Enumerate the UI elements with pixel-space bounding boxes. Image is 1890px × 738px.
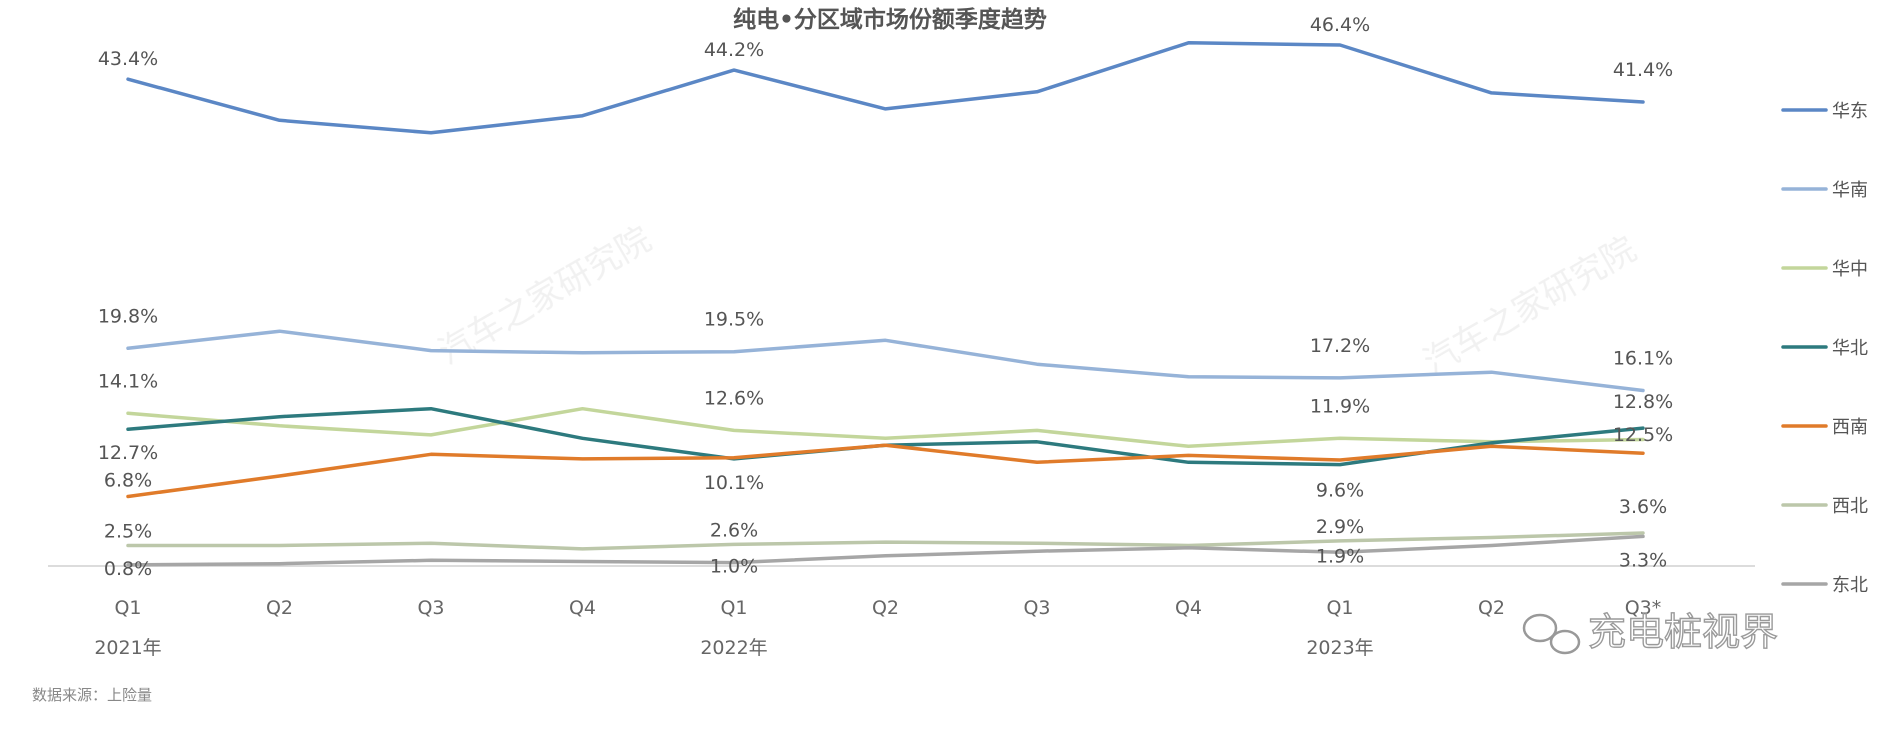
wechat-icon — [1522, 613, 1581, 655]
data-label: 2.6% — [710, 519, 758, 541]
legend-label: 华北 — [1832, 338, 1868, 359]
legend-label: 东北 — [1832, 575, 1868, 596]
x-axis-year-labels: 2021年 2022年 2023年 — [94, 637, 1373, 659]
data-label: 11.9% — [1310, 395, 1370, 417]
x-year-label: 2022年 — [700, 637, 767, 659]
data-label: 46.4% — [1310, 14, 1370, 36]
legend-label: 西北 — [1832, 496, 1868, 517]
source-note: 数据来源：上险量 — [32, 686, 152, 704]
series-line-华东 — [126, 41, 1645, 135]
data-label: 3.3% — [1619, 549, 1667, 571]
data-label: 0.8% — [104, 558, 152, 580]
x-tick-label: Q2 — [266, 597, 293, 619]
legend-label: 华南 — [1832, 180, 1868, 201]
x-tick-label: Q4 — [1175, 597, 1202, 619]
data-label: 41.4% — [1613, 59, 1673, 81]
legend-label: 华中 — [1832, 259, 1868, 280]
data-label: 3.6% — [1619, 496, 1667, 518]
data-label: 1.9% — [1316, 545, 1364, 567]
data-label: 12.6% — [704, 387, 764, 409]
x-year-label: 2021年 — [94, 637, 161, 659]
x-tick-label: Q3 — [1023, 597, 1050, 619]
data-label: 2.9% — [1316, 516, 1364, 538]
x-year-label: 2023年 — [1306, 637, 1373, 659]
data-label: 19.8% — [98, 305, 158, 327]
x-tick-label: Q3* — [1625, 597, 1662, 619]
x-tick-label: Q1 — [1326, 597, 1353, 619]
series-line-西南 — [126, 443, 1645, 499]
series-line-西北 — [126, 531, 1645, 551]
x-tick-label: Q1 — [720, 597, 747, 619]
data-label: 19.5% — [704, 309, 764, 331]
data-label: 12.7% — [98, 442, 158, 464]
x-tick-label: Q2 — [872, 597, 899, 619]
data-label: 12.8% — [1613, 391, 1673, 413]
x-tick-label: Q4 — [569, 597, 596, 619]
watermarks: 汽车之家研究院 汽车之家研究院 — [432, 219, 1643, 383]
data-label: 16.1% — [1613, 348, 1673, 370]
brand-watermark: 充电桩视界 — [1522, 609, 1779, 655]
x-axis-ticks: Q1 Q2 Q3 Q4 Q1 Q2 Q3 Q4 Q1 Q2 Q3* — [114, 597, 1661, 619]
x-tick-label: Q2 — [1478, 597, 1505, 619]
legend-label: 西南 — [1832, 417, 1868, 438]
watermark-text-2: 汽车之家研究院 — [1417, 229, 1643, 383]
data-label: 1.0% — [710, 556, 758, 578]
data-label: 44.2% — [704, 39, 764, 61]
data-label: 17.2% — [1310, 335, 1370, 357]
series-lines — [126, 41, 1645, 567]
x-tick-label: Q1 — [114, 597, 141, 619]
legend-label: 华东 — [1832, 101, 1868, 122]
series-line-东北 — [126, 534, 1645, 567]
series-line-华南 — [126, 329, 1645, 393]
data-labels: 43.4% 44.2% 46.4% 41.4% 19.8% 19.5% 17.2% 16.1%… — [98, 14, 1673, 580]
brand-watermark-text: 充电桩视界 — [1588, 610, 1778, 654]
data-label: 6.8% — [104, 470, 152, 492]
data-label: 12.5% — [1613, 424, 1673, 446]
x-tick-label: Q3 — [417, 597, 444, 619]
data-label: 43.4% — [98, 48, 158, 70]
data-label: 10.1% — [704, 472, 764, 494]
data-label: 2.5% — [104, 521, 152, 543]
chart-title: 纯电•分区域市场份额季度趋势 — [733, 6, 1047, 33]
series-line-华中 — [126, 406, 1645, 449]
data-label: 14.1% — [98, 370, 158, 392]
data-label: 9.6% — [1316, 480, 1364, 502]
